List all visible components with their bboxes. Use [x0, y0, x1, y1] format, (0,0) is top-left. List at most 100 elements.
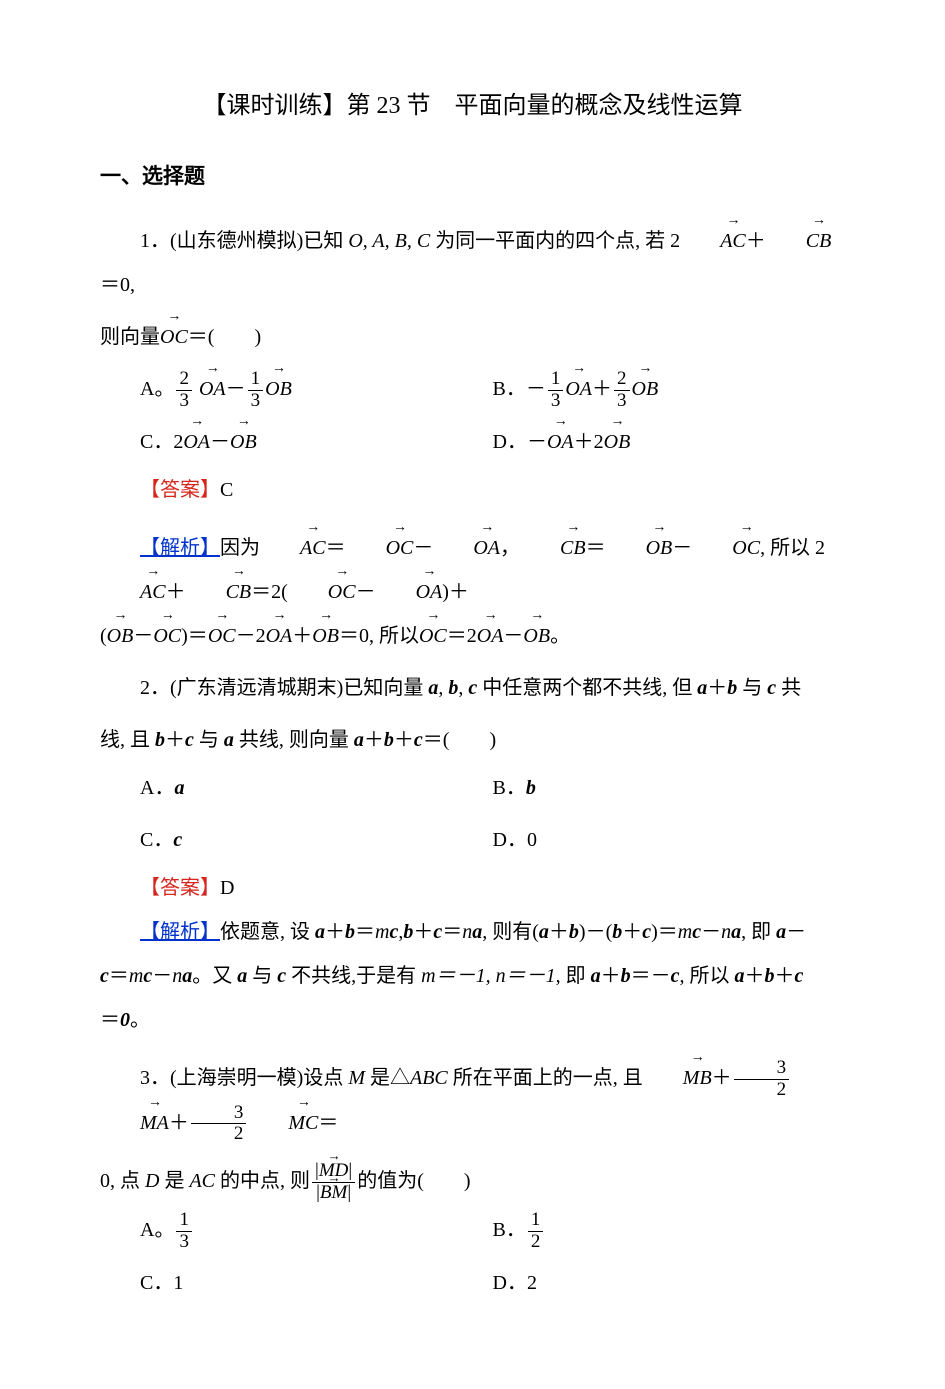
vec-b: b	[764, 965, 774, 987]
text: ＋2	[574, 431, 604, 453]
vec-MC: MC→	[248, 1101, 318, 1145]
vec-OB: OB→	[604, 420, 631, 464]
label: C．	[140, 829, 173, 851]
vec-OB: OB→	[230, 420, 257, 464]
answer-label: 【答案】	[140, 877, 220, 899]
label: C．2	[140, 431, 183, 453]
answer-value: C	[220, 479, 233, 501]
vec-c: c	[100, 965, 109, 987]
text: 则向量	[100, 326, 160, 348]
plus: ＋	[712, 1067, 732, 1089]
text: 与	[737, 677, 767, 699]
text: , 即	[556, 965, 591, 987]
label: A。	[140, 1219, 174, 1241]
n: n	[172, 965, 182, 987]
explain-label: 【解析】	[140, 537, 220, 559]
q1-choices: A。23 OA→－13OB→ B．－13OA→＋23OB→ C．2OA→－OB→…	[140, 363, 845, 468]
eq: ＝	[318, 1112, 338, 1134]
text: 0, 点	[100, 1170, 145, 1192]
text: ＝( )	[188, 326, 261, 348]
frac: 13	[176, 1210, 192, 1253]
label: D．－	[493, 431, 547, 453]
text: , 所以 2	[760, 537, 825, 559]
vec-CB: CB→	[520, 526, 586, 570]
eq: ＝	[326, 537, 346, 559]
num: 1	[528, 1210, 544, 1232]
vec-c: c	[794, 965, 803, 987]
frac: 12	[528, 1210, 544, 1253]
q1-explanation-line2: (OB→－OC→)＝OC→－2OA→＋OB→＝0, 所以OC→＝2OA→－OB→…	[100, 614, 845, 658]
plus: ＋	[169, 1112, 189, 1134]
vec-a: a	[591, 965, 601, 987]
plus: ＋	[746, 230, 766, 252]
m: m	[129, 965, 143, 987]
vec-c: c	[433, 921, 442, 943]
label: D．0	[493, 829, 537, 851]
vec-OA: OA→	[183, 420, 210, 464]
frac: 32	[191, 1103, 247, 1146]
vec-b: b	[403, 921, 413, 943]
text: 是	[159, 1170, 189, 1192]
text: ＝2	[447, 625, 477, 647]
choice-A: A。13	[140, 1204, 493, 1257]
comma: ，	[500, 537, 520, 559]
den: 2	[528, 1232, 544, 1253]
label: A．	[140, 777, 174, 799]
vec-b: b	[448, 677, 458, 699]
vec-c: c	[389, 921, 398, 943]
vec-c: c	[143, 965, 152, 987]
vec-c: c	[642, 921, 651, 943]
ratio-frac: |MD→||BM→|	[312, 1161, 355, 1204]
vec-a: a	[237, 965, 247, 987]
text: 所在平面上的一点, 且	[448, 1067, 643, 1089]
choice-B: B．b	[493, 762, 846, 814]
text: －2	[236, 625, 266, 647]
answer-value: D	[220, 877, 234, 899]
vec-OC: OC→	[419, 614, 447, 658]
vec-OC: OC→	[160, 315, 188, 359]
text: ＝0, 所以	[339, 625, 419, 647]
label: B．－	[493, 378, 546, 400]
q1-stem-line1: 1．(山东德州模拟)已知 O, A, B, C 为同一平面内的四个点, 若 2A…	[100, 219, 845, 307]
choice-D: D．－OA→＋2OB→	[493, 416, 846, 468]
choice-B: B．12	[493, 1204, 846, 1257]
text: 的值为( )	[357, 1170, 470, 1192]
choice-C: C．1	[140, 1257, 493, 1309]
text: 共线, 则向量	[234, 729, 354, 751]
eq: ＝	[586, 537, 606, 559]
vec-a: a	[539, 921, 549, 943]
frac: 23	[614, 369, 630, 412]
frac: 23	[176, 369, 192, 412]
D: D	[145, 1170, 159, 1192]
mn: m＝－1, n＝－1	[421, 965, 555, 987]
vec-b: b	[621, 965, 631, 987]
vec-c: c	[173, 829, 182, 851]
frac: 13	[548, 369, 564, 412]
text: 的中点, 则	[215, 1170, 310, 1192]
choice-B: B．－13OA→＋23OB→	[493, 363, 846, 416]
frac: 32	[734, 1058, 790, 1101]
n: n	[462, 921, 472, 943]
zero-vec: 0	[120, 1009, 130, 1031]
vec-OB: OB→	[523, 614, 550, 658]
vec-b: b	[155, 729, 165, 751]
choice-C: C．2OA→－OB→	[140, 416, 493, 468]
vec-a: a	[224, 729, 234, 751]
vec-b: b	[569, 921, 579, 943]
vec-MA: MA→	[100, 1101, 169, 1145]
vec-a: a	[315, 921, 325, 943]
answer-label: 【答案】	[140, 479, 220, 501]
label: B．	[493, 777, 526, 799]
explain-label: 【解析】	[140, 921, 220, 943]
vec-a: a	[731, 921, 741, 943]
q3-choices: A。13 B．12 C．1 D．2	[140, 1204, 845, 1309]
text: ＝( )	[423, 729, 496, 751]
M: M	[348, 1067, 365, 1089]
text: 中任意两个都不共线, 但	[477, 677, 697, 699]
text: 1．(山东德州模拟)已知	[140, 230, 348, 252]
vec-OB: OB→	[265, 367, 292, 411]
q2-choices: A．a B．b C．c D．0	[140, 762, 845, 866]
text: 与	[194, 729, 224, 751]
minus: －	[413, 537, 433, 559]
q1-answer: 【答案】C	[100, 468, 845, 512]
